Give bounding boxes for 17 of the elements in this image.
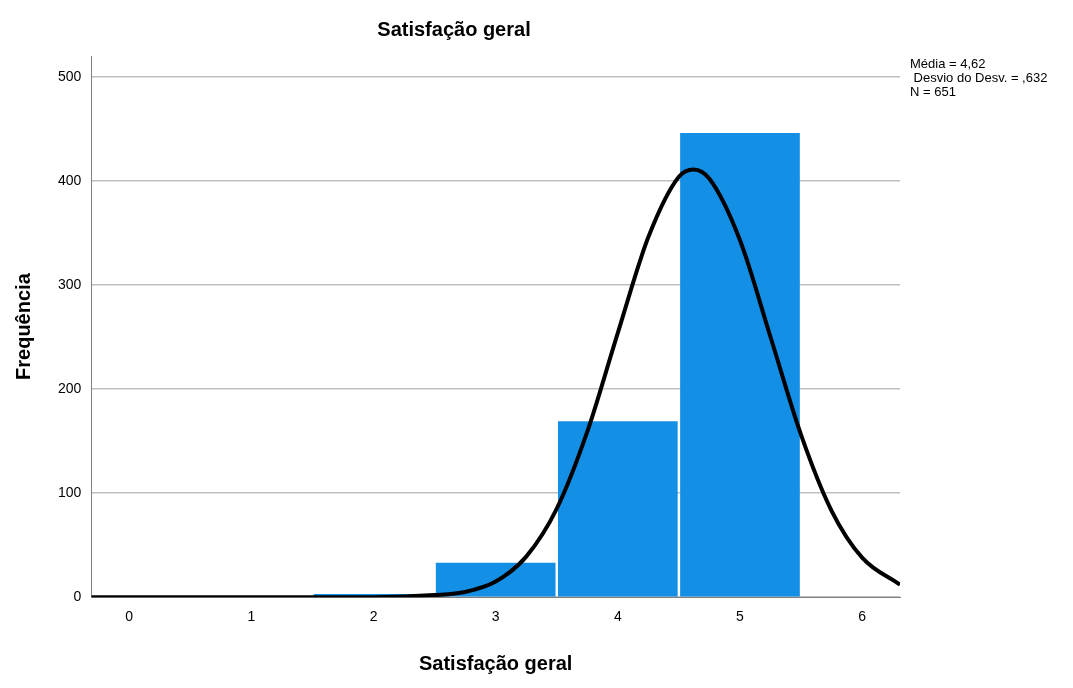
x-tick-label: 3 [491, 608, 500, 625]
x-axis-title: Satisfação geral [418, 651, 573, 674]
chart-title: Satisfação geral [377, 17, 531, 40]
x-tick-label: 0 [125, 608, 134, 625]
x-tick-label: 4 [613, 608, 622, 625]
y-tick-label: 400 [58, 171, 82, 188]
y-axis-title: Frequência [11, 272, 34, 380]
y-tick-label: 300 [58, 275, 82, 292]
x-tick-label: 2 [369, 608, 378, 625]
x-tick-label: 6 [858, 608, 867, 625]
x-tick-label: 1 [247, 608, 256, 625]
y-tick-label: 500 [58, 67, 82, 84]
y-tick-label: 0 [73, 588, 82, 605]
x-tick-label: 5 [736, 608, 745, 625]
text: Média = 4,62 Desvio do Desv. = ,632 N = 651 [910, 56, 1048, 100]
y-tick-label: 200 [58, 379, 82, 396]
y-tick-label: 100 [58, 483, 82, 500]
